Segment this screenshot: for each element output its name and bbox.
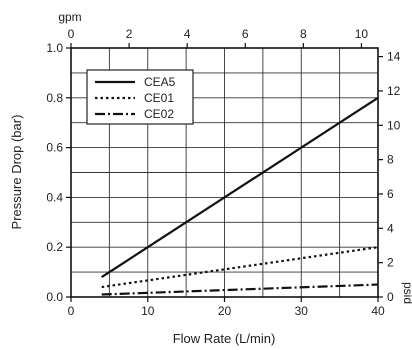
x-top-tick-label: 8 xyxy=(300,27,307,41)
legend-label-cea5: CEA5 xyxy=(144,75,176,89)
y-right-tick-label: 0 xyxy=(387,290,394,304)
series-line-cea5 xyxy=(101,96,379,279)
axes xyxy=(66,43,383,302)
y-tick-label: 0.8 xyxy=(46,91,63,105)
y-right-tick-label: 8 xyxy=(387,153,394,167)
y-right-tick-label: 10 xyxy=(387,118,401,132)
y-right-tick-label: 12 xyxy=(387,84,401,98)
y-tick-label: 0.0 xyxy=(46,290,63,304)
y-tick-label: 0.2 xyxy=(46,240,63,254)
x-top-tick-label: 4 xyxy=(184,27,191,41)
x-tick-label: 20 xyxy=(218,304,232,318)
series-line-ce01 xyxy=(101,246,379,289)
x-top-tick-label: 10 xyxy=(355,27,369,41)
y-tick-label: 1.0 xyxy=(46,41,63,55)
series-lines xyxy=(101,96,379,296)
y-right-tick-label: 14 xyxy=(387,50,401,64)
x-tick-label: 30 xyxy=(295,304,309,318)
x-top-tick-label: 0 xyxy=(68,27,75,41)
x-tick-label: 0 xyxy=(68,304,75,318)
x-axis-title: Flow Rate (L/min) xyxy=(173,331,276,346)
y-right-tick-label: 4 xyxy=(387,221,394,235)
y-axis-title: Pressure Drop (bar) xyxy=(9,115,24,230)
tick-labels: 0 10 20 30 40 0.0 0.2 0.4 0.6 0.8 1.0 0 2 4 6 8 10 0 2 4 6 8 1… xyxy=(46,27,400,318)
y-tick-label: 0.6 xyxy=(46,141,63,155)
legend-label-ce02: CE02 xyxy=(144,107,174,121)
legend-label-ce01: CE01 xyxy=(144,91,174,105)
legend: CEA5 CE01 CE02 xyxy=(86,69,194,125)
x-top-tick-label: 6 xyxy=(242,27,249,41)
x-top-axis-title: gpm xyxy=(58,10,81,24)
series-line-ce02 xyxy=(101,283,379,296)
y-right-tick-label: 2 xyxy=(387,256,394,270)
y-right-tick-label: 6 xyxy=(387,187,394,201)
y-right-axis-title: psid xyxy=(401,282,412,304)
y-tick-label: 0.4 xyxy=(46,190,63,204)
x-tick-label: 10 xyxy=(141,304,155,318)
x-top-tick-label: 2 xyxy=(126,27,133,41)
x-tick-label: 40 xyxy=(371,304,385,318)
